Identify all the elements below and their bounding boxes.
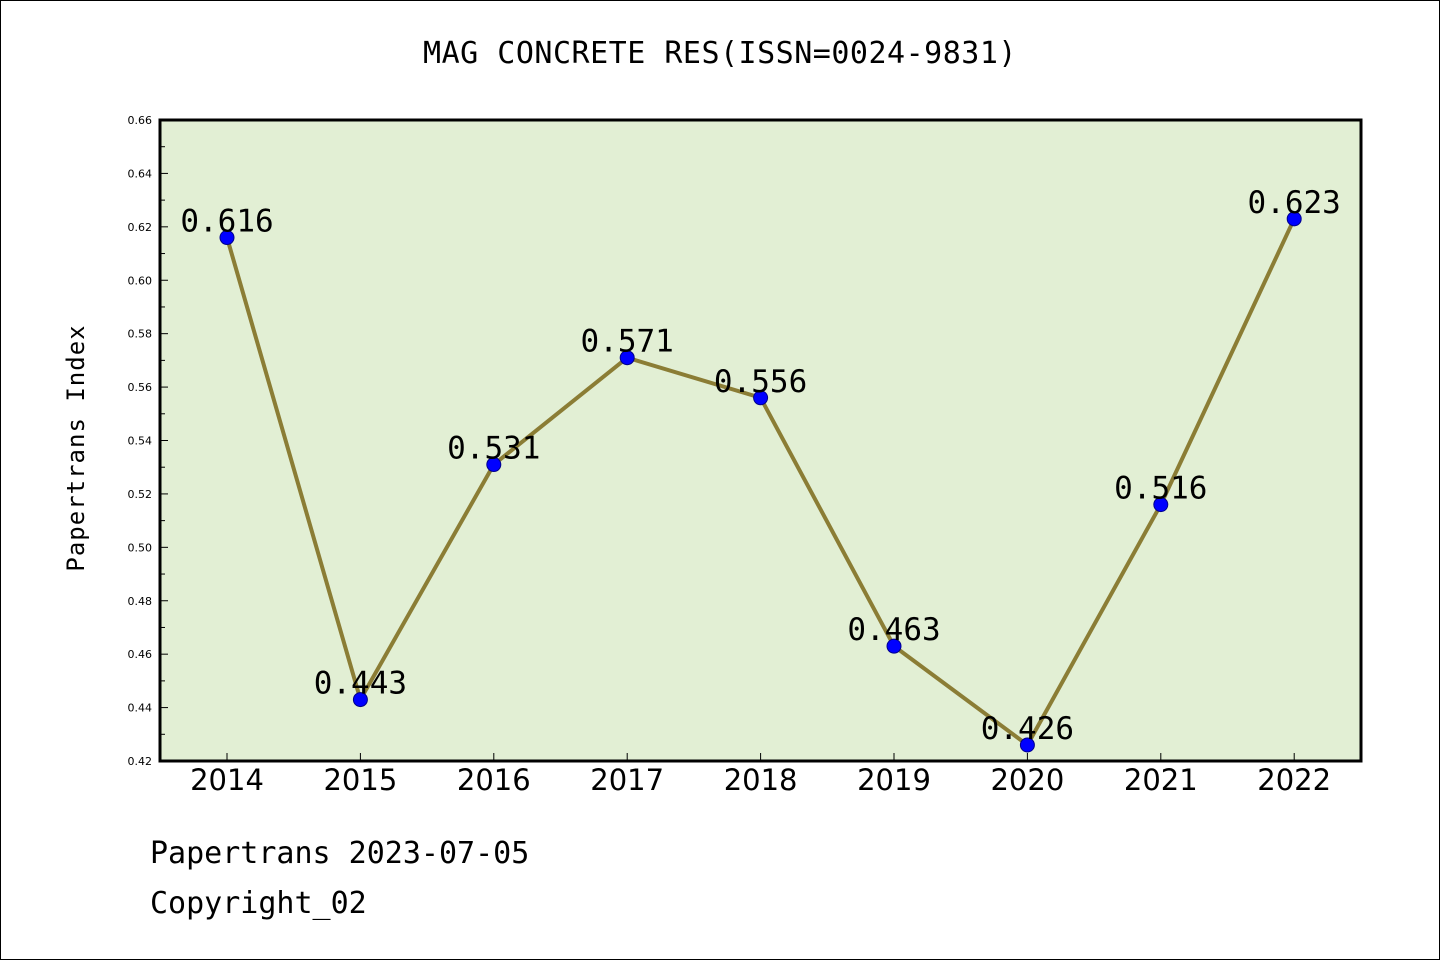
data-point-marker <box>219 230 235 246</box>
data-point-label: 0.556 <box>714 364 807 400</box>
x-tick-label: 2015 <box>323 763 397 797</box>
data-point-marker <box>1153 497 1169 513</box>
footer-copyright-text: Copyright_02 <box>150 886 367 921</box>
y-tick-label: 0.64 <box>128 167 153 180</box>
y-tick-label: 0.58 <box>128 328 153 341</box>
x-tick-label: 2014 <box>190 763 264 797</box>
data-point-label: 0.616 <box>180 204 273 240</box>
data-labels: 0.616 0.443 0.531 0.571 0.556 0.463 0.426 0.516… <box>180 185 1341 747</box>
plot-border <box>158 118 1363 763</box>
data-point-label: 0.571 <box>581 324 674 360</box>
data-point-marker <box>1286 211 1302 227</box>
y-tick-label: 0.46 <box>128 648 153 661</box>
data-point-marker <box>486 457 502 473</box>
y-tick-label: 0.62 <box>128 221 153 234</box>
y-tick-label: 0.56 <box>128 381 153 394</box>
data-point-label: 0.463 <box>847 612 940 648</box>
y-tick-label: 0.60 <box>128 274 153 287</box>
y-tick-label: 0.44 <box>128 702 153 715</box>
data-point-marker <box>619 350 635 366</box>
x-tick-label: 2021 <box>1124 763 1198 797</box>
y-tick-label: 0.66 <box>128 114 153 127</box>
data-point-marker <box>1019 737 1035 753</box>
data-markers <box>219 211 1302 753</box>
data-point-label: 0.426 <box>981 711 1074 747</box>
x-tick-label: 2016 <box>457 763 531 797</box>
x-tick-label: 2022 <box>1257 763 1331 797</box>
y-tick-label: 0.50 <box>128 541 153 554</box>
footer-date-text: Papertrans 2023-07-05 <box>150 836 530 871</box>
data-point-marker <box>352 692 368 708</box>
x-tick-label: 2017 <box>590 763 664 797</box>
data-point-label: 0.443 <box>314 666 407 702</box>
x-tick-label: 2018 <box>724 763 798 797</box>
data-point-marker <box>753 390 769 406</box>
x-tick-label: 2020 <box>990 763 1064 797</box>
data-point-label: 0.531 <box>447 431 540 467</box>
data-point-label: 0.516 <box>1114 471 1207 507</box>
data-point-marker <box>886 638 902 654</box>
y-tick-label: 0.54 <box>128 435 153 448</box>
y-tick-label: 0.42 <box>128 755 153 768</box>
y-tick-label: 0.52 <box>128 488 153 501</box>
data-point-label: 0.623 <box>1248 185 1341 221</box>
y-tick-label: 0.48 <box>128 595 153 608</box>
x-tick-label: 2019 <box>857 763 931 797</box>
chart-title: MAG CONCRETE RES(ISSN=0024-9831) <box>423 36 1017 71</box>
x-axis-ticks: 2014 2015 2016 2017 2018 2019 2020 2021 2022 <box>190 753 1331 797</box>
y-axis-ticks: 0.42 0.44 0.46 0.48 0.50 0.52 0.54 0.56 0.58 0.60… <box>128 114 168 768</box>
plot-area <box>160 120 1361 761</box>
